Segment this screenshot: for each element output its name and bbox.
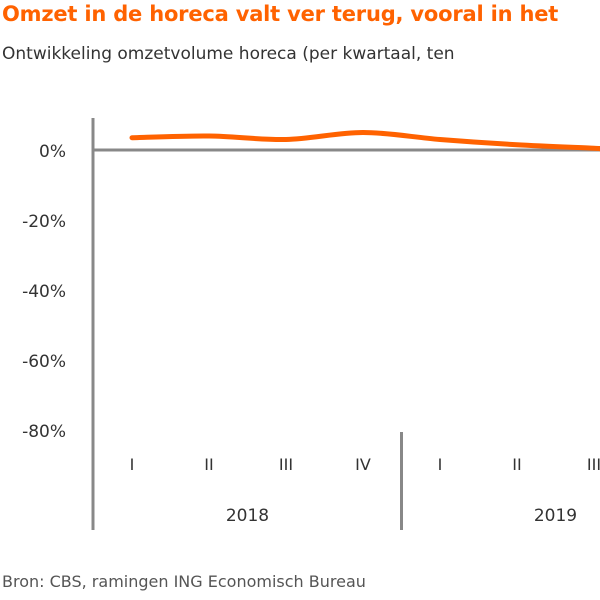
y-tick-label: -60%	[22, 352, 66, 372]
x-tick-label: III	[587, 455, 600, 474]
y-tick-label: 0%	[39, 142, 66, 162]
x-tick-label: II	[512, 455, 521, 474]
y-tick-label: -40%	[22, 282, 66, 302]
chart-title: Omzet in de horeca valt ver terug, voora…	[2, 2, 559, 26]
x-tick-label: I	[130, 455, 135, 474]
series-line	[129, 130, 600, 152]
y-axis: 0% -20% -40% -60% -80%	[22, 118, 600, 530]
year-label: 2018	[226, 506, 269, 526]
series-group	[129, 130, 600, 152]
year-label: 2019	[534, 506, 577, 526]
x-tick-label: I	[438, 455, 443, 474]
chart-subtitle: Ontwikkeling omzetvolume horeca (per kwa…	[2, 44, 455, 64]
y-tick-label: -20%	[22, 212, 66, 232]
chart-source: Bron: CBS, ramingen ING Economisch Burea…	[2, 572, 366, 591]
x-tick-label: IV	[355, 455, 371, 474]
x-tick-label: II	[204, 455, 213, 474]
y-tick-label: -80%	[22, 422, 66, 442]
x-tick-label: III	[279, 455, 293, 474]
